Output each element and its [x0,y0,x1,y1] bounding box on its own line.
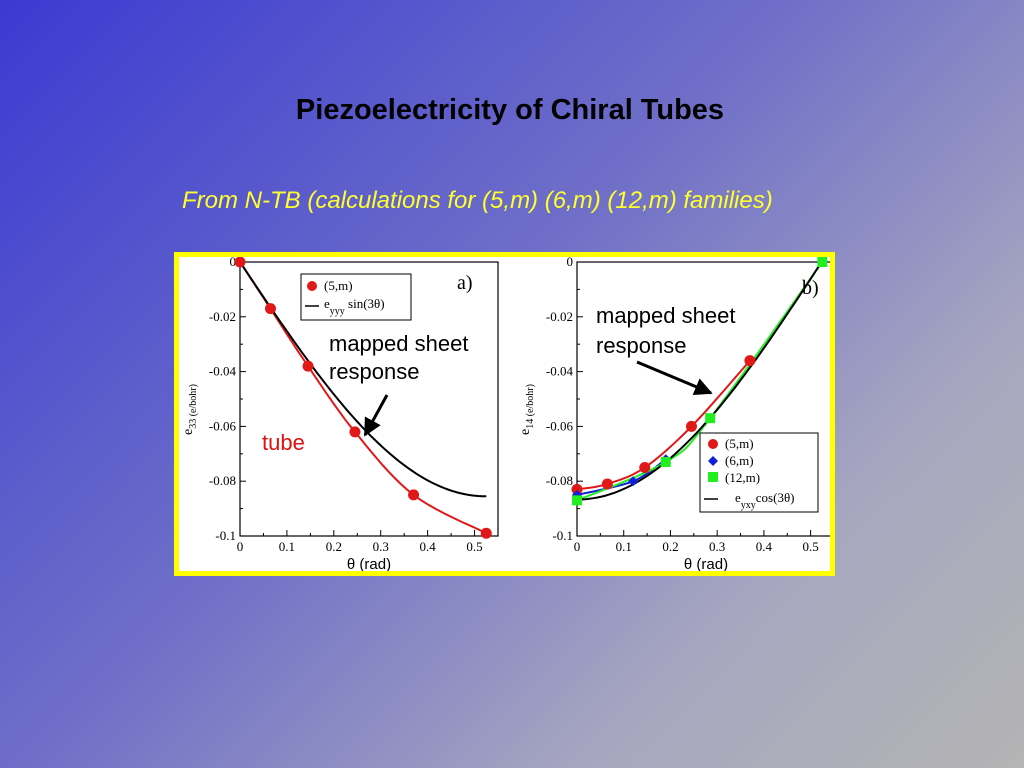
panel-a-legend-label-sin: eyyy sin(3θ) [324,296,385,317]
panel-a-ytick-label: 0 [230,257,237,269]
panel-a-xtick-label: 0.1 [279,539,295,554]
panel-a-xtick-label: 0.3 [373,539,389,554]
panel-b-point [639,462,651,473]
figure-svg: 0 0.1 0.2 0.3 0.4 0.5 0 -0.02 -0.04 -0.06 -0.08 -0.… [181,257,830,571]
panel-a-xtick-label: 0.4 [420,539,437,554]
panel-a-curve-1 [239,261,487,498]
panel-b-point [705,413,716,424]
panel-b: 0 0.1 0.2 0.3 0.4 0.5 0 -0.02 -0.04 -0.06 -0.08 -0.… [518,257,830,571]
panel-b-xtick-label: 0.4 [756,539,773,554]
panel-b-ytick-label: -0.06 [546,418,574,433]
panel-b-xtick-label: 0.2 [662,539,678,554]
panel-b-ytick-label: -0.1 [552,528,573,543]
panel-b-xlabel: θ (rad) [684,556,728,571]
panel-a-xtick-label: 0.5 [466,539,482,554]
panel-a-annotation-mapped-line1: mapped sheet [329,331,468,356]
panel-a-ytick-label: -0.04 [209,364,237,379]
panel-a-point [234,257,246,268]
panel-a-point [408,489,420,501]
panel-b-points [571,257,828,506]
panel-b-curve-2 [576,261,824,502]
panel-a-ytick-label: -0.1 [215,528,236,543]
panel-a-point [302,360,314,372]
panel-a-legend-label-5m: (5,m) [324,278,353,293]
panel-b-point [572,495,582,506]
panel-b-ytick-label: -0.04 [546,364,574,379]
panel-b-curve-3 [576,260,824,501]
panel-a-annotation-arrow [363,394,389,437]
figure-frame: 0 0.1 0.2 0.3 0.4 0.5 0 -0.02 -0.04 -0.06 -0.08 -0.… [174,252,835,576]
panel-b-point [744,355,756,367]
panel-b-point [660,457,671,468]
panel-b-xtick-label: 0.3 [709,539,725,554]
panel-a-ytick-label: -0.06 [209,418,237,433]
panel-b-ylabel: e14 (e/bohr) [518,384,536,435]
panel-b-point [817,257,828,267]
panel-b-legend-label-12m: (12,m) [725,470,760,485]
panel-a-ylabel: e33 (e/bohr) [181,384,199,435]
panel-a-legend-marker-5m [307,281,317,291]
slide-subtitle: From N-TB (calculations for (5,m) (6,m) … [182,187,773,214]
panel-a-ytick-label: -0.08 [209,473,236,488]
panel-b-annotation-mapped-line2: response [596,333,687,358]
panel-b-legend-marker-12m [708,472,718,482]
panel-b-xtick-label: 0.1 [616,539,632,554]
panel-b-legend-label-cos: eyxycos(3θ) [735,490,795,511]
panel-b-legend-label-5m: (5,m) [725,436,754,451]
panel-a-xtick-label: 0 [237,539,244,554]
panel-b-ytick-label: 0 [567,257,574,269]
panel-b-ytick-label: -0.02 [546,309,573,324]
panel-b-legend-marker-6m [708,456,718,466]
panel-b-annotation-mapped-line1: mapped sheet [596,303,735,328]
panel-a-ticks: 0 0.1 0.2 0.3 0.4 0.5 0 -0.02 -0.04 -0.06 -0.08 -0.… [209,257,483,554]
panel-b-annotation-arrow [636,360,713,396]
panel-a-point [349,426,361,438]
panel-b-point [685,420,697,432]
panel-b-legend-box [699,432,819,513]
panel-b-legend-marker-5m [708,439,718,449]
panel-a-label: a) [457,272,473,294]
panel-a: 0 0.1 0.2 0.3 0.4 0.5 0 -0.02 -0.04 -0.06 -0.08 -0.… [181,257,499,571]
panel-a-points [234,257,492,539]
panel-a-annotation-mapped-line2: response [329,359,420,384]
panel-a-point [480,527,492,539]
panel-a-ytick-label: -0.02 [209,309,236,324]
panel-a-point [264,303,276,315]
panel-b-label: b) [802,277,819,299]
panel-b-xtick-label: 0 [574,539,581,554]
panel-b-point [628,476,639,487]
panel-a-curves [239,261,487,535]
panel-b-legend-label-6m: (6,m) [725,453,754,468]
panel-b-point [571,483,583,495]
panel-a-legend-box [300,273,412,321]
panel-b-xtick-label: 0.5 [803,539,819,554]
panel-a-xlabel: θ (rad) [347,556,391,571]
panel-a-xtick-label: 0.2 [326,539,342,554]
panel-b-point [601,478,613,490]
panel-a-annotation-tube: tube [262,430,305,455]
panel-b-ytick-label: -0.08 [546,473,573,488]
panel-b-ticks: 0 0.1 0.2 0.3 0.4 0.5 0 -0.02 -0.04 -0.06 -0.08 -0.… [546,257,819,554]
slide-title: Piezoelectricity of Chiral Tubes [295,94,725,126]
